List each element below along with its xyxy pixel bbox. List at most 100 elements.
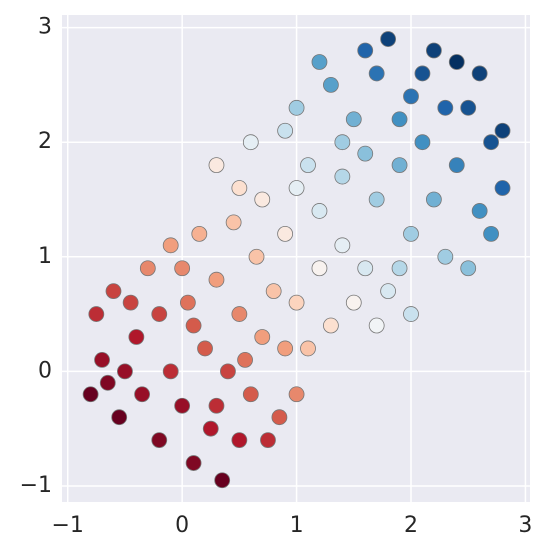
scatter-point <box>380 283 397 300</box>
scatter-point <box>288 294 305 311</box>
scatter-point <box>231 180 248 196</box>
scatter-point <box>254 191 271 208</box>
scatter-point <box>322 76 339 93</box>
scatter-point <box>197 340 213 357</box>
scatter-point <box>174 397 191 414</box>
scatter-point <box>225 214 242 231</box>
scatter-point <box>237 352 253 368</box>
scatter-point <box>483 225 499 242</box>
y-tick-label: 2 <box>38 129 52 154</box>
scatter-point <box>208 157 225 174</box>
scatter-point <box>357 260 374 277</box>
scatter-point <box>357 145 374 162</box>
y-tick-label: 3 <box>38 15 52 40</box>
scatter-point <box>248 248 265 265</box>
scatter-point <box>277 340 294 357</box>
scatter-point <box>208 397 225 414</box>
scatter-point <box>391 157 408 174</box>
scatter-point <box>139 260 156 277</box>
scatter-point <box>380 31 397 47</box>
scatter-point <box>105 283 122 300</box>
scatter-point <box>214 472 231 489</box>
scatter-point <box>254 329 271 345</box>
scatter-point <box>494 122 511 139</box>
scatter-point <box>414 65 431 82</box>
scatter-point <box>391 111 408 128</box>
scatter-point <box>128 329 145 345</box>
scatter-point <box>162 363 179 380</box>
scatter-point <box>311 260 328 277</box>
scatter-point <box>437 248 454 265</box>
scatter-point <box>300 340 316 357</box>
scatter-point <box>185 455 202 471</box>
scatter-point <box>368 65 385 82</box>
scatter-point <box>368 191 385 208</box>
scatter-point <box>179 294 196 311</box>
scatter-point <box>311 54 328 70</box>
x-tick-label: −1 <box>52 513 84 538</box>
scatter-point <box>437 99 454 116</box>
scatter-point <box>260 432 276 449</box>
scatter-point <box>322 317 339 334</box>
x-tick-label: 3 <box>518 513 532 538</box>
scatter-point <box>368 317 385 334</box>
x-tick-label: 1 <box>290 513 304 538</box>
scatter-point <box>111 409 128 426</box>
scatter-point <box>403 88 419 105</box>
scatter-point <box>483 134 499 151</box>
scatter-point <box>231 432 248 449</box>
scatter-point <box>311 203 328 219</box>
scatter-point <box>334 237 351 254</box>
scatter-point <box>231 306 248 322</box>
scatter-point <box>448 157 465 174</box>
scatter-point <box>277 225 294 242</box>
scatter-point <box>403 306 419 322</box>
scatter-point <box>94 352 110 368</box>
scatter-point <box>220 363 236 380</box>
scatter-point <box>191 225 208 242</box>
scatter-point <box>134 386 150 403</box>
scatter-point <box>425 191 442 208</box>
y-tick-label: 0 <box>38 358 52 383</box>
scatter-point <box>88 306 105 322</box>
scatter-point <box>460 99 477 116</box>
scatter-point <box>288 180 305 196</box>
scatter-point <box>494 180 511 196</box>
scatter-point <box>288 99 305 116</box>
scatter-point <box>345 111 362 128</box>
scatter-point <box>334 134 351 151</box>
x-tick-label: 2 <box>404 513 418 538</box>
scatter-point <box>242 134 259 151</box>
scatter-point <box>391 260 408 277</box>
scatter-point <box>471 203 488 219</box>
scatter-point <box>151 432 168 449</box>
scatter-point <box>117 363 133 380</box>
y-tick-label: 1 <box>38 244 52 269</box>
scatter-point <box>345 294 362 311</box>
scatter-point <box>151 306 168 322</box>
scatter-point <box>357 42 374 59</box>
scatter-point <box>122 294 139 311</box>
scatter-point <box>300 157 316 174</box>
scatter-point <box>448 54 465 70</box>
scatter-point <box>288 386 305 403</box>
scatter-point <box>99 374 116 391</box>
scatter-point <box>471 65 488 82</box>
scatter-point <box>202 420 219 437</box>
scatter-point <box>414 134 431 151</box>
scatter-point <box>425 42 442 59</box>
x-tick-label: 0 <box>175 513 189 538</box>
scatter-point <box>460 260 477 277</box>
scatter-point <box>334 168 351 185</box>
scatter-point <box>174 260 191 277</box>
scatter-point <box>208 271 225 288</box>
scatter-point <box>185 317 202 334</box>
scatter-point <box>242 386 259 403</box>
scatter-point <box>277 122 294 139</box>
scatter-point <box>271 409 288 426</box>
scatter-point <box>82 386 99 403</box>
scatter-point <box>265 283 282 300</box>
y-tick-label: −1 <box>20 473 52 498</box>
